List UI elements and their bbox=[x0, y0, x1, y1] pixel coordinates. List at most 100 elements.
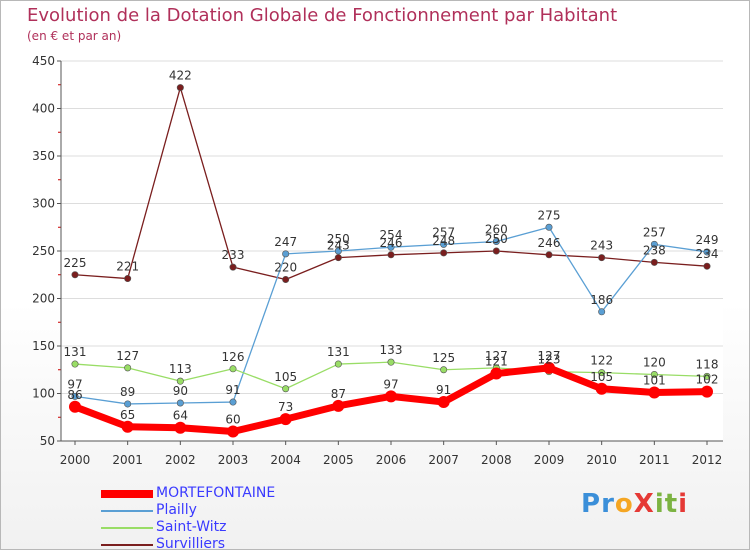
data-label: 254 bbox=[380, 228, 403, 242]
x-tick-label: 2002 bbox=[165, 453, 196, 467]
data-label: 220 bbox=[274, 261, 297, 275]
y-tick-label: 100 bbox=[32, 387, 55, 401]
data-point bbox=[282, 275, 290, 283]
proxiti-logo: ProXiti bbox=[581, 489, 688, 519]
data-point bbox=[703, 262, 711, 270]
data-point bbox=[650, 370, 658, 378]
x-tick-label: 2000 bbox=[60, 453, 91, 467]
y-tick-label: 200 bbox=[32, 292, 55, 306]
data-point bbox=[174, 421, 187, 434]
data-point bbox=[545, 223, 553, 231]
x-tick-label: 2005 bbox=[323, 453, 354, 467]
data-point bbox=[543, 361, 555, 374]
data-label: 133 bbox=[380, 343, 403, 357]
data-label: 91 bbox=[225, 383, 240, 397]
data-label: 64 bbox=[173, 409, 188, 423]
data-label: 221 bbox=[116, 260, 139, 274]
data-label: 91 bbox=[436, 383, 451, 397]
data-point bbox=[650, 240, 658, 248]
logo-letter: o bbox=[614, 489, 634, 519]
data-label: 243 bbox=[590, 239, 613, 253]
data-point bbox=[595, 382, 608, 395]
data-point bbox=[650, 258, 658, 266]
data-label: 60 bbox=[225, 413, 240, 427]
legend-label-survilliers: Survilliers bbox=[156, 536, 226, 552]
data-point bbox=[492, 238, 500, 246]
data-point bbox=[69, 400, 81, 413]
legend-swatch-plailly bbox=[101, 510, 153, 512]
data-label: 102 bbox=[696, 373, 719, 387]
data-point bbox=[648, 386, 661, 399]
y-tick-label: 450 bbox=[32, 54, 55, 68]
y-tick-label: 350 bbox=[32, 149, 55, 163]
data-label: 127 bbox=[116, 349, 139, 363]
data-label: 97 bbox=[67, 377, 82, 391]
data-point bbox=[229, 263, 237, 271]
data-point bbox=[71, 360, 79, 368]
data-label: 250 bbox=[327, 232, 350, 246]
data-label: 86 bbox=[67, 388, 82, 402]
data-label: 123 bbox=[538, 353, 561, 367]
data-label: 65 bbox=[120, 408, 135, 422]
data-point bbox=[334, 254, 342, 262]
x-tick-label: 2010 bbox=[586, 453, 617, 467]
data-label: 127 bbox=[485, 349, 508, 363]
data-point bbox=[598, 308, 606, 316]
data-label: 87 bbox=[331, 387, 346, 401]
logo-letter: r bbox=[601, 489, 615, 519]
data-point bbox=[387, 243, 395, 251]
data-label: 233 bbox=[222, 248, 245, 262]
data-point bbox=[598, 369, 606, 377]
data-label: 249 bbox=[696, 233, 719, 247]
legend-swatch-survilliers bbox=[101, 544, 153, 546]
data-point bbox=[176, 84, 184, 92]
data-label: 186 bbox=[590, 293, 613, 307]
logo-letter: P bbox=[581, 489, 602, 519]
y-tick-label: 150 bbox=[32, 339, 55, 353]
data-point bbox=[385, 390, 397, 403]
data-label: 90 bbox=[173, 384, 188, 398]
data-point bbox=[71, 271, 79, 279]
data-label: 122 bbox=[590, 354, 613, 368]
data-point bbox=[227, 425, 239, 438]
data-point bbox=[490, 367, 503, 380]
data-point bbox=[124, 364, 132, 372]
legend-swatch-mortefontaine bbox=[101, 490, 153, 498]
data-point bbox=[492, 247, 500, 255]
y-tick-label: 400 bbox=[32, 102, 55, 116]
data-label: 275 bbox=[538, 208, 561, 222]
logo-letter: i bbox=[654, 489, 665, 519]
data-label: 238 bbox=[643, 243, 666, 257]
data-label: 101 bbox=[643, 374, 666, 388]
data-label: 247 bbox=[274, 235, 297, 249]
data-point bbox=[282, 385, 290, 393]
data-label: 126 bbox=[222, 350, 245, 364]
data-label: 127 bbox=[538, 349, 561, 363]
data-label: 131 bbox=[64, 345, 87, 359]
data-point bbox=[71, 392, 79, 400]
legend-swatch-saint-witz bbox=[101, 527, 153, 529]
data-label: 105 bbox=[274, 370, 297, 384]
data-label: 97 bbox=[383, 377, 398, 391]
data-label: 250 bbox=[485, 232, 508, 246]
data-point bbox=[124, 400, 132, 408]
data-label: 105 bbox=[590, 370, 613, 384]
data-label: 125 bbox=[432, 351, 455, 365]
chart-title: Evolution de la Dotation Globale de Fonc… bbox=[27, 5, 618, 26]
data-point bbox=[703, 372, 711, 380]
data-point bbox=[701, 385, 713, 398]
x-tick-label: 2003 bbox=[218, 453, 249, 467]
data-point bbox=[334, 360, 342, 368]
logo-letter: i bbox=[678, 489, 689, 519]
data-label: 248 bbox=[432, 234, 455, 248]
data-label: 121 bbox=[485, 355, 508, 369]
data-point bbox=[440, 366, 448, 374]
data-point bbox=[598, 254, 606, 262]
data-label: 131 bbox=[327, 345, 350, 359]
data-point bbox=[440, 249, 448, 257]
data-point bbox=[229, 398, 237, 406]
data-point bbox=[282, 250, 290, 258]
x-tick-label: 2006 bbox=[376, 453, 407, 467]
data-point bbox=[440, 240, 448, 248]
